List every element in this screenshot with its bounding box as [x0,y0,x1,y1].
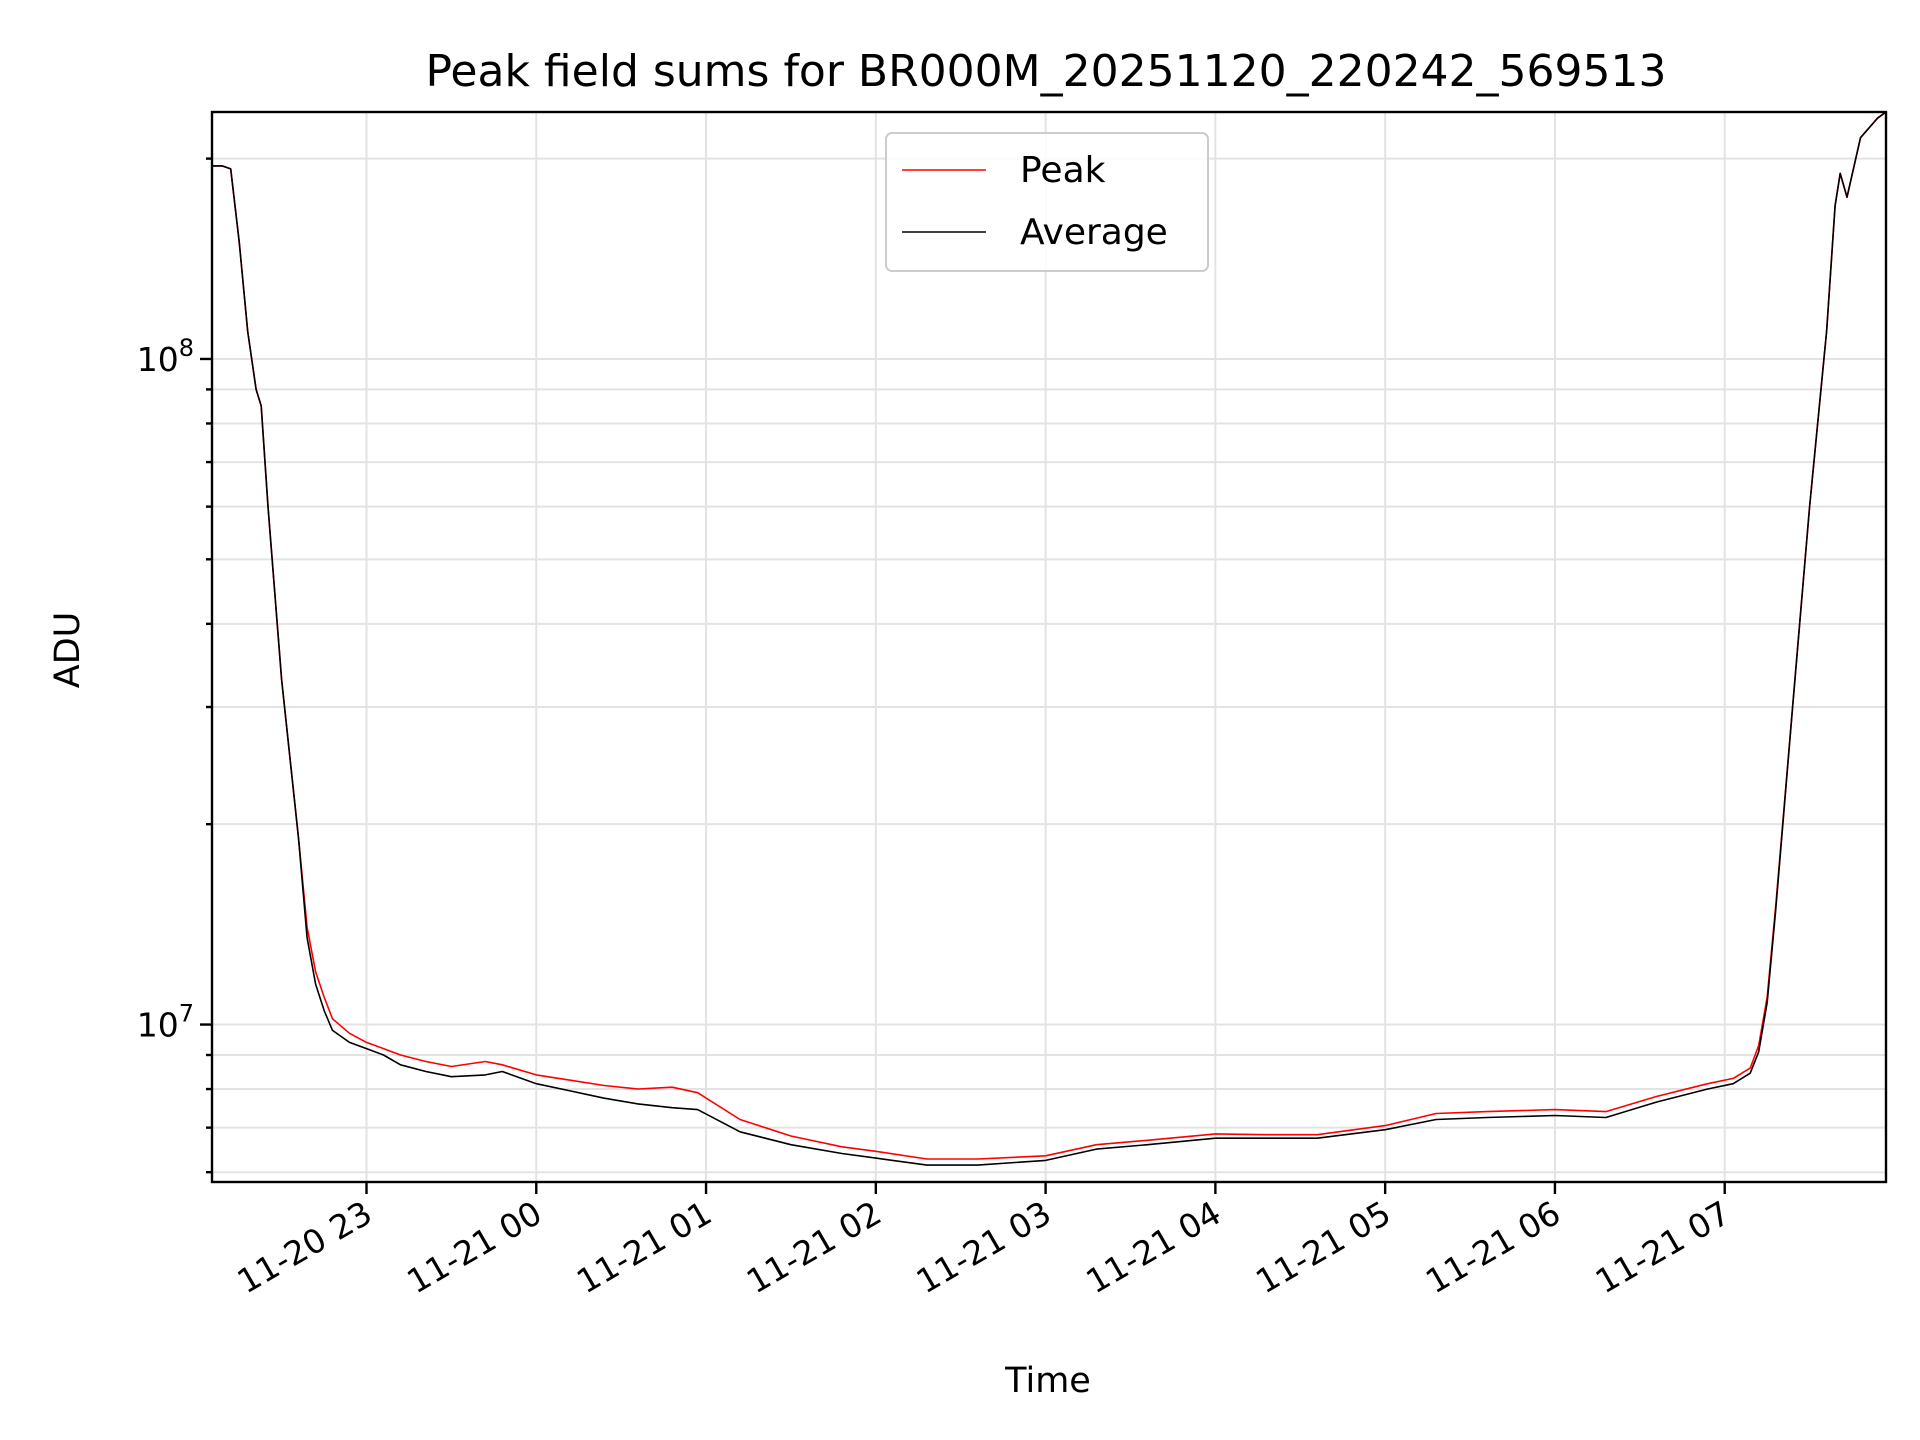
plot-area [212,112,1886,1182]
y-tick-exponent: 7 [179,1000,194,1028]
series-layer [212,111,1887,1166]
y-tick-label: 108 [137,334,194,379]
plot-frame [210,110,1888,1184]
legend-box [885,132,1209,272]
legend-label-peak: Peak [1020,150,1106,191]
legend: Peak Average [885,132,1209,272]
grid [212,112,1886,1182]
y-tick-base: 10 [137,1006,179,1045]
series-line-average [212,111,1887,1166]
y-tick-exponent: 8 [179,334,194,362]
legend-label-average: Average [1020,212,1168,253]
y-tick-label: 107 [137,1000,194,1045]
y-tick-base: 10 [137,340,179,379]
chart-title: Peak field sums for BR000M_20251120_2202… [425,46,1666,97]
y-axis-label: ADU [48,612,88,689]
x-axis-label: Time [1004,1361,1091,1401]
